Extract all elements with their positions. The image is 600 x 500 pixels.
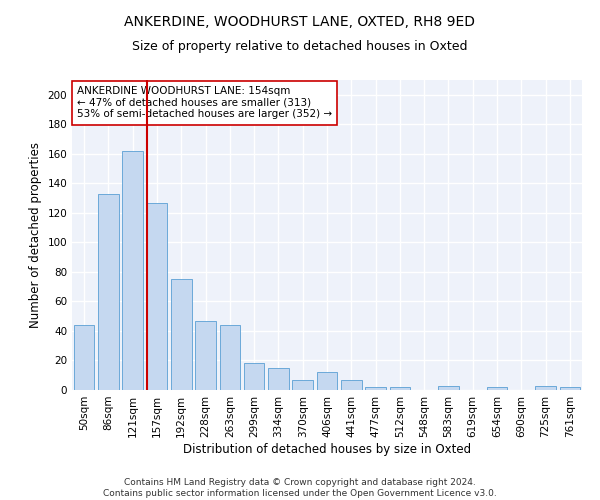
Bar: [487, 387, 508, 390]
Bar: [220, 325, 240, 390]
Bar: [98, 194, 119, 390]
Bar: [122, 151, 143, 390]
Text: ANKERDINE WOODHURST LANE: 154sqm
← 47% of detached houses are smaller (313)
53% : ANKERDINE WOODHURST LANE: 154sqm ← 47% o…: [77, 86, 332, 120]
Bar: [292, 380, 313, 390]
Text: ANKERDINE, WOODHURST LANE, OXTED, RH8 9ED: ANKERDINE, WOODHURST LANE, OXTED, RH8 9E…: [125, 15, 476, 29]
Bar: [365, 387, 386, 390]
Bar: [268, 368, 289, 390]
Bar: [171, 280, 191, 390]
Bar: [438, 386, 459, 390]
Bar: [535, 386, 556, 390]
Bar: [195, 320, 216, 390]
Bar: [560, 387, 580, 390]
Bar: [341, 380, 362, 390]
Text: Contains HM Land Registry data © Crown copyright and database right 2024.
Contai: Contains HM Land Registry data © Crown c…: [103, 478, 497, 498]
X-axis label: Distribution of detached houses by size in Oxted: Distribution of detached houses by size …: [183, 442, 471, 456]
Bar: [317, 372, 337, 390]
Bar: [389, 387, 410, 390]
Y-axis label: Number of detached properties: Number of detached properties: [29, 142, 42, 328]
Bar: [74, 325, 94, 390]
Text: Size of property relative to detached houses in Oxted: Size of property relative to detached ho…: [132, 40, 468, 53]
Bar: [244, 364, 265, 390]
Bar: [146, 202, 167, 390]
